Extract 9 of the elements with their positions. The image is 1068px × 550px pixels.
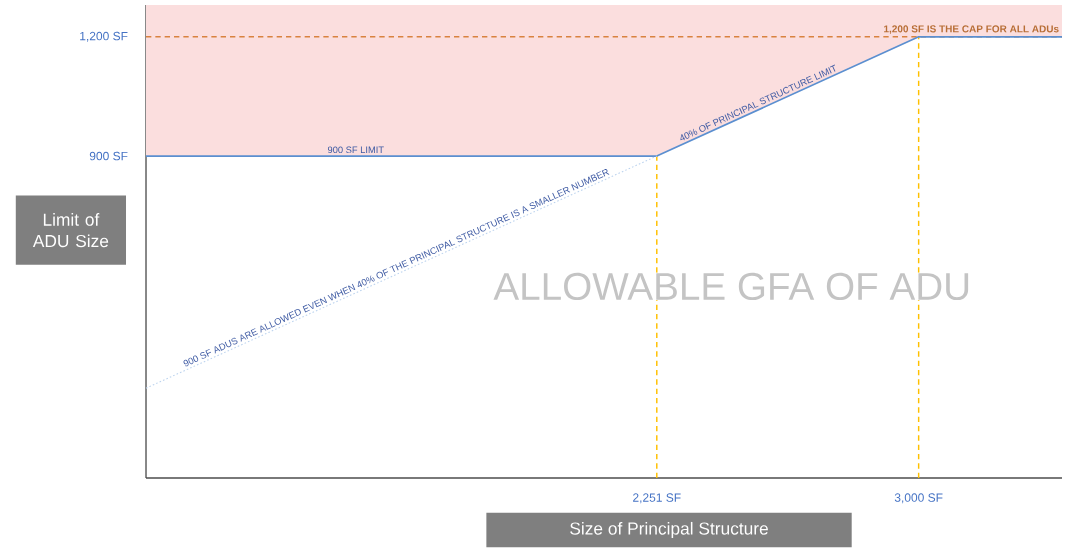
y-tick-label: 900 SF bbox=[89, 151, 128, 161]
x-tick-label: 2,251 SF bbox=[633, 493, 681, 504]
x-tick-label: 3,000 SF bbox=[894, 493, 943, 504]
x-axis-title: Size of Principal Structure bbox=[570, 521, 768, 539]
y-axis-title: Limit of ADU Size bbox=[32, 213, 109, 248]
annotation: ALLOWABLE GFA OF ADU bbox=[493, 272, 969, 301]
annotation: 900 SF LIMIT bbox=[327, 146, 384, 154]
ref-line-label: 1,200 SF IS THE CAP FOR ALL ADUs bbox=[884, 25, 1059, 34]
y-tick-label: 1,200 SF bbox=[80, 31, 128, 42]
